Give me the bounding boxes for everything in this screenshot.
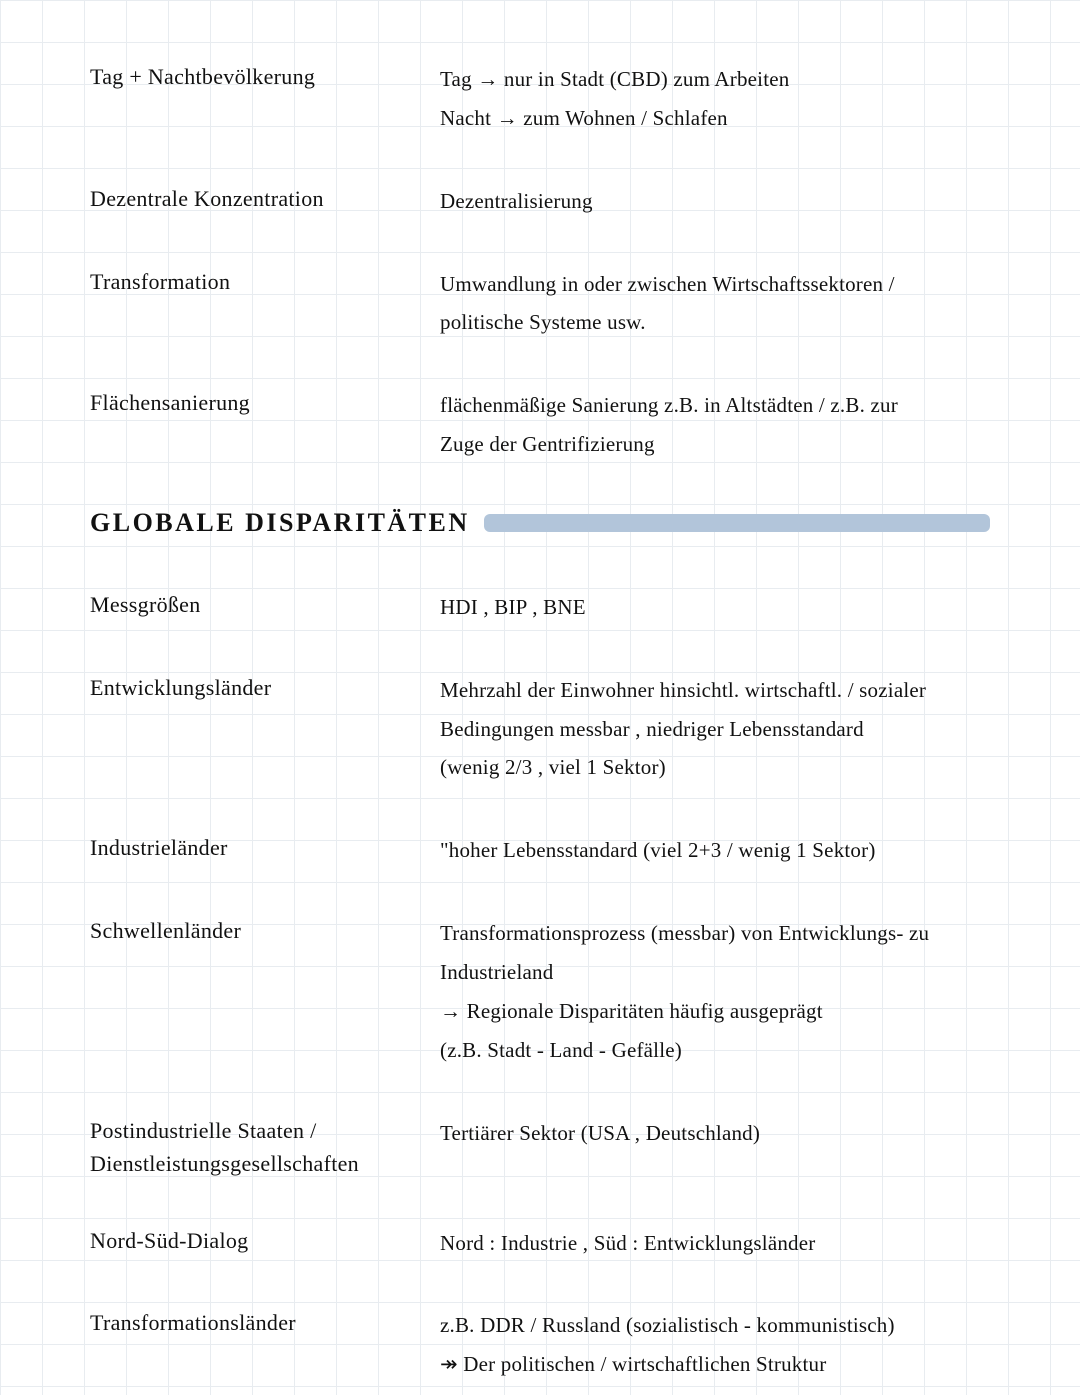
definition: Transformationsprozess (messbar) von Ent… xyxy=(440,914,990,1069)
entry-row: Industrieländer "hoher Lebensstandard (v… xyxy=(90,831,990,870)
definition: Nord : Industrie , Süd : Entwicklungslän… xyxy=(440,1224,990,1263)
def-line: Bedingungen messbar , niedriger Lebensst… xyxy=(440,710,990,749)
entry-row: Nord-Süd-Dialog Nord : Industrie , Süd :… xyxy=(90,1224,990,1263)
def-line: politische Systeme usw. xyxy=(440,303,990,342)
entry-row: Postindustrielle Staaten / Dienstleistun… xyxy=(90,1114,990,1180)
def-line: → Regionale Disparitäten häufig ausgeprä… xyxy=(440,992,990,1031)
def-line: (wenig 2/3 , viel 1 Sektor) xyxy=(440,748,990,787)
def-line: Nord : Industrie , Süd : Entwicklungslän… xyxy=(440,1224,990,1263)
definition: flächenmäßige Sanierung z.B. in Altstädt… xyxy=(440,386,990,464)
term: Dezentrale Konzentration xyxy=(90,182,440,215)
def-line: flächenmäßige Sanierung z.B. in Altstädt… xyxy=(440,386,990,425)
definition: HDI , BIP , BNE xyxy=(440,588,990,627)
def-line: Tertiärer Sektor (USA , Deutschland) xyxy=(440,1114,990,1153)
entry-row: Transformationsländer z.B. DDR / Russlan… xyxy=(90,1306,990,1384)
term: Transformationsländer xyxy=(90,1306,440,1339)
section-heading: GLOBALE DISPARITÄTEN xyxy=(90,508,470,538)
def-line: Zuge der Gentrifizierung xyxy=(440,425,990,464)
term: Transformation xyxy=(90,265,440,298)
def-line: "hoher Lebensstandard (viel 2+3 / wenig … xyxy=(440,831,990,870)
entry-row: Entwicklungsländer Mehrzahl der Einwohne… xyxy=(90,671,990,788)
term: Industrieländer xyxy=(90,831,440,864)
entry-row: Tag + Nachtbevölkerung Tag → nur in Stad… xyxy=(90,60,990,138)
term: Postindustrielle Staaten / Dienstleistun… xyxy=(90,1114,440,1180)
definition: Dezentralisierung xyxy=(440,182,990,221)
heading-highlight-bar xyxy=(484,514,990,532)
def-line: Industrieland xyxy=(440,953,990,992)
entry-row: Transformation Umwandlung in oder zwisch… xyxy=(90,265,990,343)
term: Tag + Nachtbevölkerung xyxy=(90,60,440,93)
term: Entwicklungsländer xyxy=(90,671,440,704)
definition: Umwandlung in oder zwischen Wirtschaftss… xyxy=(440,265,990,343)
term: Messgrößen xyxy=(90,588,440,621)
def-line: z.B. DDR / Russland (sozialistisch - kom… xyxy=(440,1306,990,1345)
term: Nord-Süd-Dialog xyxy=(90,1224,440,1257)
def-line: (z.B. Stadt - Land - Gefälle) xyxy=(440,1031,990,1070)
entry-row: Messgrößen HDI , BIP , BNE xyxy=(90,588,990,627)
definition: Tag → nur in Stadt (CBD) zum Arbeiten Na… xyxy=(440,60,990,138)
term: Flächensanierung xyxy=(90,386,440,419)
def-line: ↠ Der politischen / wirtschaftlichen Str… xyxy=(440,1345,990,1384)
def-line: Tag → nur in Stadt (CBD) zum Arbeiten xyxy=(440,60,990,99)
definition: Mehrzahl der Einwohner hinsichtl. wirtsc… xyxy=(440,671,990,788)
entry-row: Schwellenländer Transformationsprozess (… xyxy=(90,914,990,1069)
entry-row: Dezentrale Konzentration Dezentralisieru… xyxy=(90,182,990,221)
entry-row: Flächensanierung flächenmäßige Sanierung… xyxy=(90,386,990,464)
definition: z.B. DDR / Russland (sozialistisch - kom… xyxy=(440,1306,990,1384)
definition: "hoher Lebensstandard (viel 2+3 / wenig … xyxy=(440,831,990,870)
def-line: Umwandlung in oder zwischen Wirtschaftss… xyxy=(440,265,990,304)
section-heading-row: GLOBALE DISPARITÄTEN xyxy=(90,508,990,538)
def-line: HDI , BIP , BNE xyxy=(440,588,990,627)
def-line: Mehrzahl der Einwohner hinsichtl. wirtsc… xyxy=(440,671,990,710)
term: Schwellenländer xyxy=(90,914,440,947)
definition: Tertiärer Sektor (USA , Deutschland) xyxy=(440,1114,990,1153)
notes-page: Tag + Nachtbevölkerung Tag → nur in Stad… xyxy=(0,0,1080,1395)
def-line: Nacht → zum Wohnen / Schlafen xyxy=(440,99,990,138)
def-line: Dezentralisierung xyxy=(440,182,990,221)
def-line: Transformationsprozess (messbar) von Ent… xyxy=(440,914,990,953)
